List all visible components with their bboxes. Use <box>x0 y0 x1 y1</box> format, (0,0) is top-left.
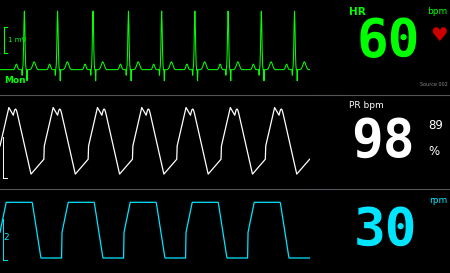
Text: %: % <box>428 145 439 158</box>
Text: rpm: rpm <box>430 196 448 205</box>
Text: C: C <box>321 42 329 52</box>
Text: 1 mV: 1 mV <box>9 37 27 43</box>
Text: R: R <box>322 195 328 204</box>
Text: 98: 98 <box>351 116 415 168</box>
Text: 30: 30 <box>354 205 417 257</box>
Text: bpm: bpm <box>428 7 448 16</box>
Text: E: E <box>322 11 328 21</box>
Text: O: O <box>321 149 329 158</box>
Text: ♥: ♥ <box>430 26 448 46</box>
Text: S: S <box>322 237 328 246</box>
Text: E: E <box>322 216 328 225</box>
Text: HR: HR <box>349 7 366 17</box>
Text: p: p <box>322 126 328 135</box>
Text: 2: 2 <box>322 173 328 182</box>
Text: Source 002: Source 002 <box>420 82 448 87</box>
Text: S: S <box>322 102 328 111</box>
Text: 2: 2 <box>4 233 9 242</box>
Text: G: G <box>321 74 329 84</box>
Text: 89: 89 <box>428 118 443 132</box>
Text: P: P <box>322 258 328 267</box>
Text: 60: 60 <box>357 16 421 68</box>
Text: Mon: Mon <box>4 76 25 85</box>
Text: PR bpm: PR bpm <box>349 101 384 110</box>
